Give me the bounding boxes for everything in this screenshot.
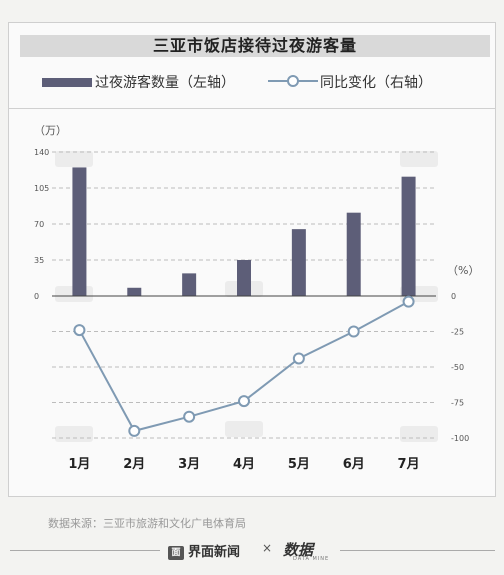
yoy-point-4 xyxy=(238,395,250,408)
yoy-point-1 xyxy=(73,324,86,337)
bar-3 xyxy=(182,273,197,296)
x-axis-categories: 1月 2月 3月 4月 5月 6月 7月 xyxy=(68,457,419,472)
footer-brand: 面界面新闻 xyxy=(168,541,240,560)
x-category-label: 4月 xyxy=(233,457,255,472)
right-tick-label: -75 xyxy=(451,399,464,408)
yoy-point-5 xyxy=(292,352,305,365)
bar-2 xyxy=(127,287,142,296)
left-tick-label: 105 xyxy=(34,184,49,193)
left-tick-label: 140 xyxy=(34,148,49,157)
bars xyxy=(72,167,416,296)
legend-bar-label: 过夜游客数量（左轴） xyxy=(95,75,235,91)
x-category-label: 7月 xyxy=(398,457,420,472)
watermark-mark xyxy=(400,151,438,167)
yoy-point-3 xyxy=(183,410,196,423)
yoy-line xyxy=(78,300,410,433)
left-tick-label: 35 xyxy=(34,256,44,265)
legend-line-swatch xyxy=(268,75,318,87)
legend-line-label: 同比变化（右轴） xyxy=(320,75,432,91)
brand-name: 界面新闻 xyxy=(188,545,241,560)
bar-1 xyxy=(72,167,87,296)
watermark-mark xyxy=(225,421,263,437)
x-category-label: 6月 xyxy=(343,457,365,472)
chart-plot: 0 35 70 105 140 0 -25 -50 -75 -100 1月 2月 3月 4月 5月 6月 7… xyxy=(34,124,479,472)
right-tick-label: -100 xyxy=(451,434,469,443)
legend-bar-swatch xyxy=(42,78,92,87)
bar-7 xyxy=(401,176,416,296)
brand-logo-icon: 面 xyxy=(168,545,184,560)
x-category-label: 1月 xyxy=(68,457,90,472)
x-category-label: 2月 xyxy=(123,457,145,472)
right-tick-label: -25 xyxy=(451,328,464,337)
right-tick-label: 0 xyxy=(451,292,456,301)
data-source: 数据来源：三亚市旅游和文化广电体育局 xyxy=(48,517,246,530)
x-category-label: 5月 xyxy=(288,457,310,472)
yoy-line-series xyxy=(73,295,415,437)
partner-logo: 数据 DATA MINE xyxy=(283,539,328,562)
left-axis-unit: （万） xyxy=(34,124,67,137)
legend: 过夜游客数量（左轴） 同比变化（右轴） xyxy=(0,70,504,92)
footer: 面界面新闻 × 数据 DATA MINE xyxy=(0,538,504,564)
right-axis-ticks: 0 -25 -50 -75 -100 xyxy=(451,292,469,443)
footer-line-left xyxy=(10,550,160,551)
watermark-mark xyxy=(55,426,93,442)
watermark-mark xyxy=(400,426,438,442)
footer-line-right xyxy=(340,550,495,551)
left-tick-label: 70 xyxy=(34,220,44,229)
watermark-mark xyxy=(55,151,93,167)
collab-times: × xyxy=(262,541,273,555)
right-axis-unit: （%） xyxy=(447,264,479,277)
yoy-point-2 xyxy=(128,424,141,437)
yoy-point-7 xyxy=(402,295,415,308)
legend-divider xyxy=(8,108,496,109)
left-tick-label: 0 xyxy=(34,292,39,301)
bar-4 xyxy=(237,260,251,296)
yoy-point-6 xyxy=(347,325,360,338)
bar-5 xyxy=(291,229,306,296)
title-bar xyxy=(20,35,490,57)
bar-6 xyxy=(346,212,361,296)
x-category-label: 3月 xyxy=(178,457,200,472)
partner-sub: DATA MINE xyxy=(293,556,330,562)
partner-name: 数据 xyxy=(283,541,314,559)
right-tick-label: -50 xyxy=(451,363,464,372)
chart-title: 三亚市饭店接待过夜游客量 xyxy=(152,36,357,55)
left-axis-ticks: 0 35 70 105 140 xyxy=(34,148,49,301)
